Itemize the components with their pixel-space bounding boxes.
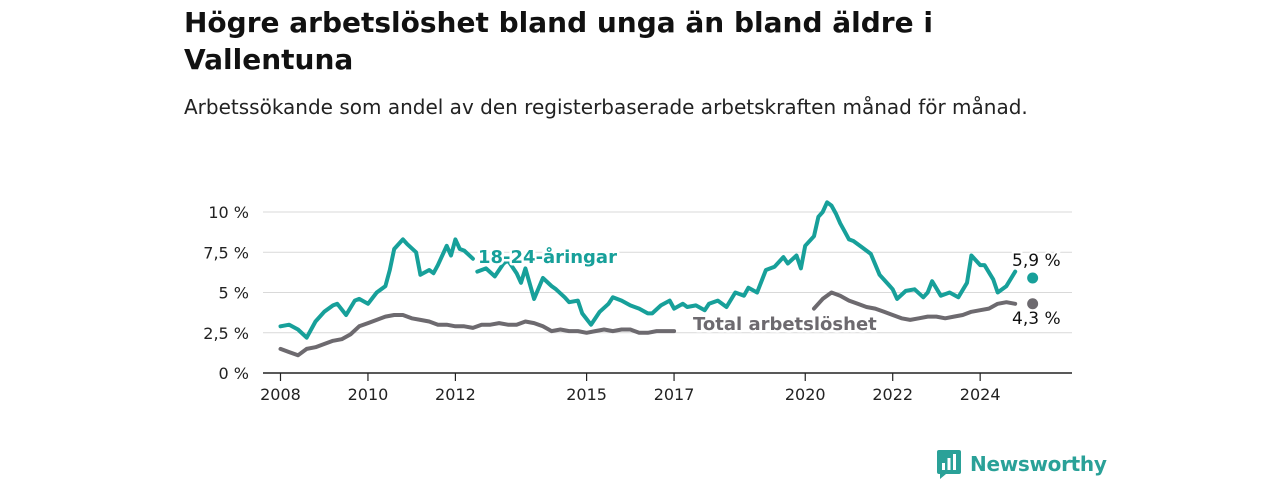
x-tick-label: 2008 [260,385,301,404]
chart-title: Högre arbetslöshet bland unga än bland ä… [184,6,933,76]
youth-series-line [278,200,1018,340]
y-tick-label: 10 % [208,203,249,222]
x-tick-label: 2010 [348,385,389,404]
total-series-label: Total arbetslöshet [693,314,877,335]
series-labels: 18-24-åringar Total arbetslöshet 5,9 % 4,3 … [476,244,1063,338]
y-tick-label: 0 % [219,364,249,383]
y-tick-label: 2,5 % [203,324,249,343]
youth-end-label: 5,9 % [1012,251,1061,271]
x-tick-label: 2012 [435,385,476,404]
youth-series-label: 18-24-åringar [478,246,617,268]
x-tick-label: 2020 [785,385,826,404]
x-axis: 2008 2010 2012 2015 2017 2020 2022 2024 [260,372,1072,404]
x-tick-label: 2022 [872,385,913,404]
youth-end-marker [1027,272,1039,284]
x-tick-label: 2015 [566,385,607,404]
total-end-marker [1027,298,1039,310]
x-tick-label: 2024 [960,385,1001,404]
total-end-label: 4,3 % [1012,309,1061,329]
series-lines [278,200,1039,358]
y-tick-label: 5 % [219,284,249,303]
y-axis-ticks: 0 % 2,5 % 5 % 7,5 % 10 % [203,203,249,383]
newsworthy-logo-icon [937,450,961,479]
x-tick-label: 2017 [654,385,695,404]
newsworthy-logo[interactable]: Newsworthy [936,449,1107,479]
total-series-line [278,290,1018,358]
y-tick-label: 7,5 % [203,243,249,262]
grid-lines [263,211,1072,334]
brand-name: Newsworthy [970,452,1107,476]
chart-subtitle: Arbetssökande som andel av den registerb… [184,95,1028,119]
